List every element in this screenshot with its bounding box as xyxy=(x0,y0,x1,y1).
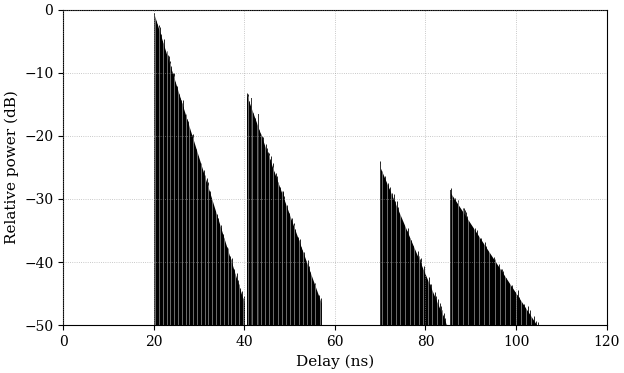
X-axis label: Delay (ns): Delay (ns) xyxy=(296,354,374,369)
Y-axis label: Relative power (dB): Relative power (dB) xyxy=(4,91,19,244)
